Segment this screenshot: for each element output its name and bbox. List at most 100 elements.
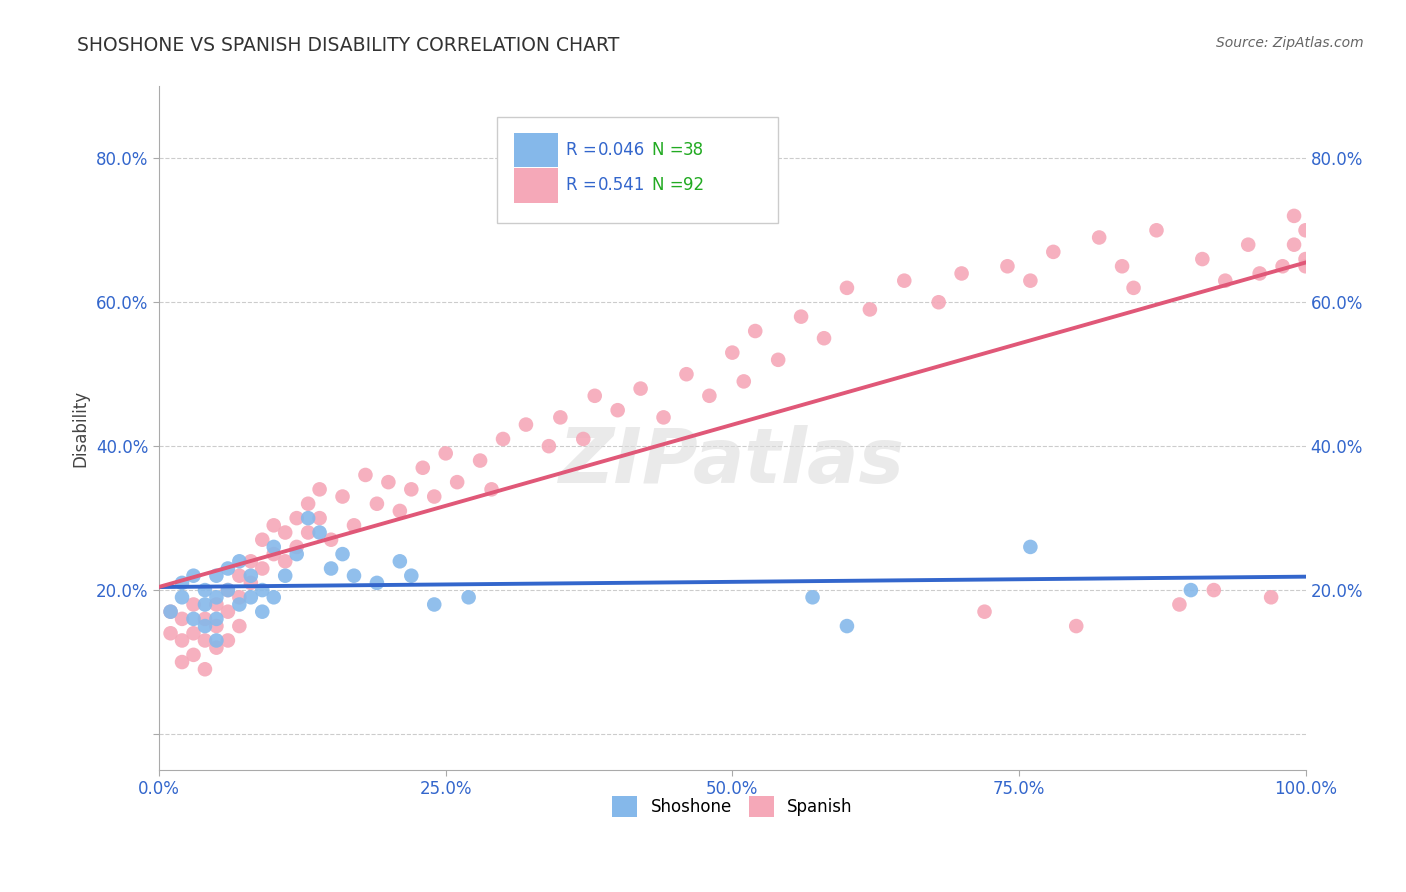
Point xyxy=(1111,260,1133,274)
Point xyxy=(252,533,274,547)
Point xyxy=(1146,223,1168,237)
Text: R =: R = xyxy=(567,177,602,194)
Point xyxy=(159,605,181,619)
Point xyxy=(1237,237,1260,252)
Point xyxy=(950,267,973,281)
Point xyxy=(332,547,354,561)
Point xyxy=(1249,267,1271,281)
Text: N =: N = xyxy=(652,141,689,159)
Point xyxy=(675,368,697,382)
Point xyxy=(835,281,858,295)
Point xyxy=(572,432,595,446)
Point xyxy=(893,274,915,288)
Text: N =: N = xyxy=(652,177,689,194)
Point xyxy=(1260,591,1282,605)
Point xyxy=(274,525,297,540)
Point xyxy=(377,475,399,490)
Point xyxy=(446,475,468,490)
Point xyxy=(205,612,228,626)
Point xyxy=(1213,274,1236,288)
Point xyxy=(1088,230,1111,244)
Point xyxy=(801,591,824,605)
Text: 92: 92 xyxy=(683,177,704,194)
Point xyxy=(205,640,228,655)
Point xyxy=(183,626,205,640)
Point xyxy=(859,302,882,317)
Point xyxy=(457,591,479,605)
Point xyxy=(194,583,217,598)
Point xyxy=(1064,619,1087,633)
Point xyxy=(1295,252,1317,266)
Point xyxy=(239,575,262,590)
Point xyxy=(194,662,217,676)
Text: R =: R = xyxy=(567,141,602,159)
Point xyxy=(170,633,193,648)
Point xyxy=(1180,583,1202,598)
Point xyxy=(252,583,274,598)
Point xyxy=(606,403,628,417)
Point xyxy=(228,591,250,605)
Point xyxy=(297,497,319,511)
Point xyxy=(205,598,228,612)
Point xyxy=(332,490,354,504)
Point xyxy=(217,605,239,619)
Point xyxy=(274,554,297,568)
Point xyxy=(217,583,239,598)
Point xyxy=(285,540,308,554)
Point xyxy=(537,439,560,453)
Point xyxy=(274,568,297,582)
Point xyxy=(583,389,606,403)
Point xyxy=(766,352,789,367)
Point xyxy=(1042,244,1064,259)
Point xyxy=(205,568,228,582)
FancyBboxPatch shape xyxy=(515,133,558,167)
Point xyxy=(434,446,457,460)
Point xyxy=(228,598,250,612)
Point xyxy=(973,605,995,619)
Point xyxy=(252,605,274,619)
FancyBboxPatch shape xyxy=(515,169,558,202)
Point xyxy=(205,633,228,648)
Text: 38: 38 xyxy=(683,141,704,159)
Point xyxy=(366,497,388,511)
Point xyxy=(263,518,285,533)
Point xyxy=(239,591,262,605)
Point xyxy=(239,554,262,568)
Point xyxy=(183,648,205,662)
Point xyxy=(423,490,446,504)
Point xyxy=(423,598,446,612)
Point xyxy=(319,533,342,547)
Point xyxy=(217,633,239,648)
Point xyxy=(515,417,537,432)
Point xyxy=(239,568,262,582)
Point xyxy=(1168,598,1191,612)
Point xyxy=(1282,209,1305,223)
Y-axis label: Disability: Disability xyxy=(72,390,89,467)
Text: 0.046: 0.046 xyxy=(598,141,645,159)
Point xyxy=(170,612,193,626)
Point xyxy=(308,525,330,540)
Point xyxy=(252,561,274,575)
Point xyxy=(1271,260,1294,274)
Point xyxy=(1019,540,1042,554)
Text: ZIPatlas: ZIPatlas xyxy=(560,425,905,500)
Point xyxy=(183,568,205,582)
Point xyxy=(217,583,239,598)
Point xyxy=(401,483,423,497)
Point xyxy=(308,511,330,525)
Point xyxy=(652,410,675,425)
Point xyxy=(1191,252,1213,266)
Point xyxy=(388,504,411,518)
Point xyxy=(1295,223,1317,237)
Point xyxy=(1019,274,1042,288)
Point xyxy=(1295,260,1317,274)
Point xyxy=(194,598,217,612)
Point xyxy=(744,324,766,338)
Point xyxy=(550,410,572,425)
Point xyxy=(183,598,205,612)
Point xyxy=(468,453,491,467)
Point xyxy=(170,591,193,605)
Point xyxy=(228,619,250,633)
Text: SHOSHONE VS SPANISH DISABILITY CORRELATION CHART: SHOSHONE VS SPANISH DISABILITY CORRELATI… xyxy=(77,36,620,54)
Legend: Shoshone, Spanish: Shoshone, Spanish xyxy=(606,789,859,823)
